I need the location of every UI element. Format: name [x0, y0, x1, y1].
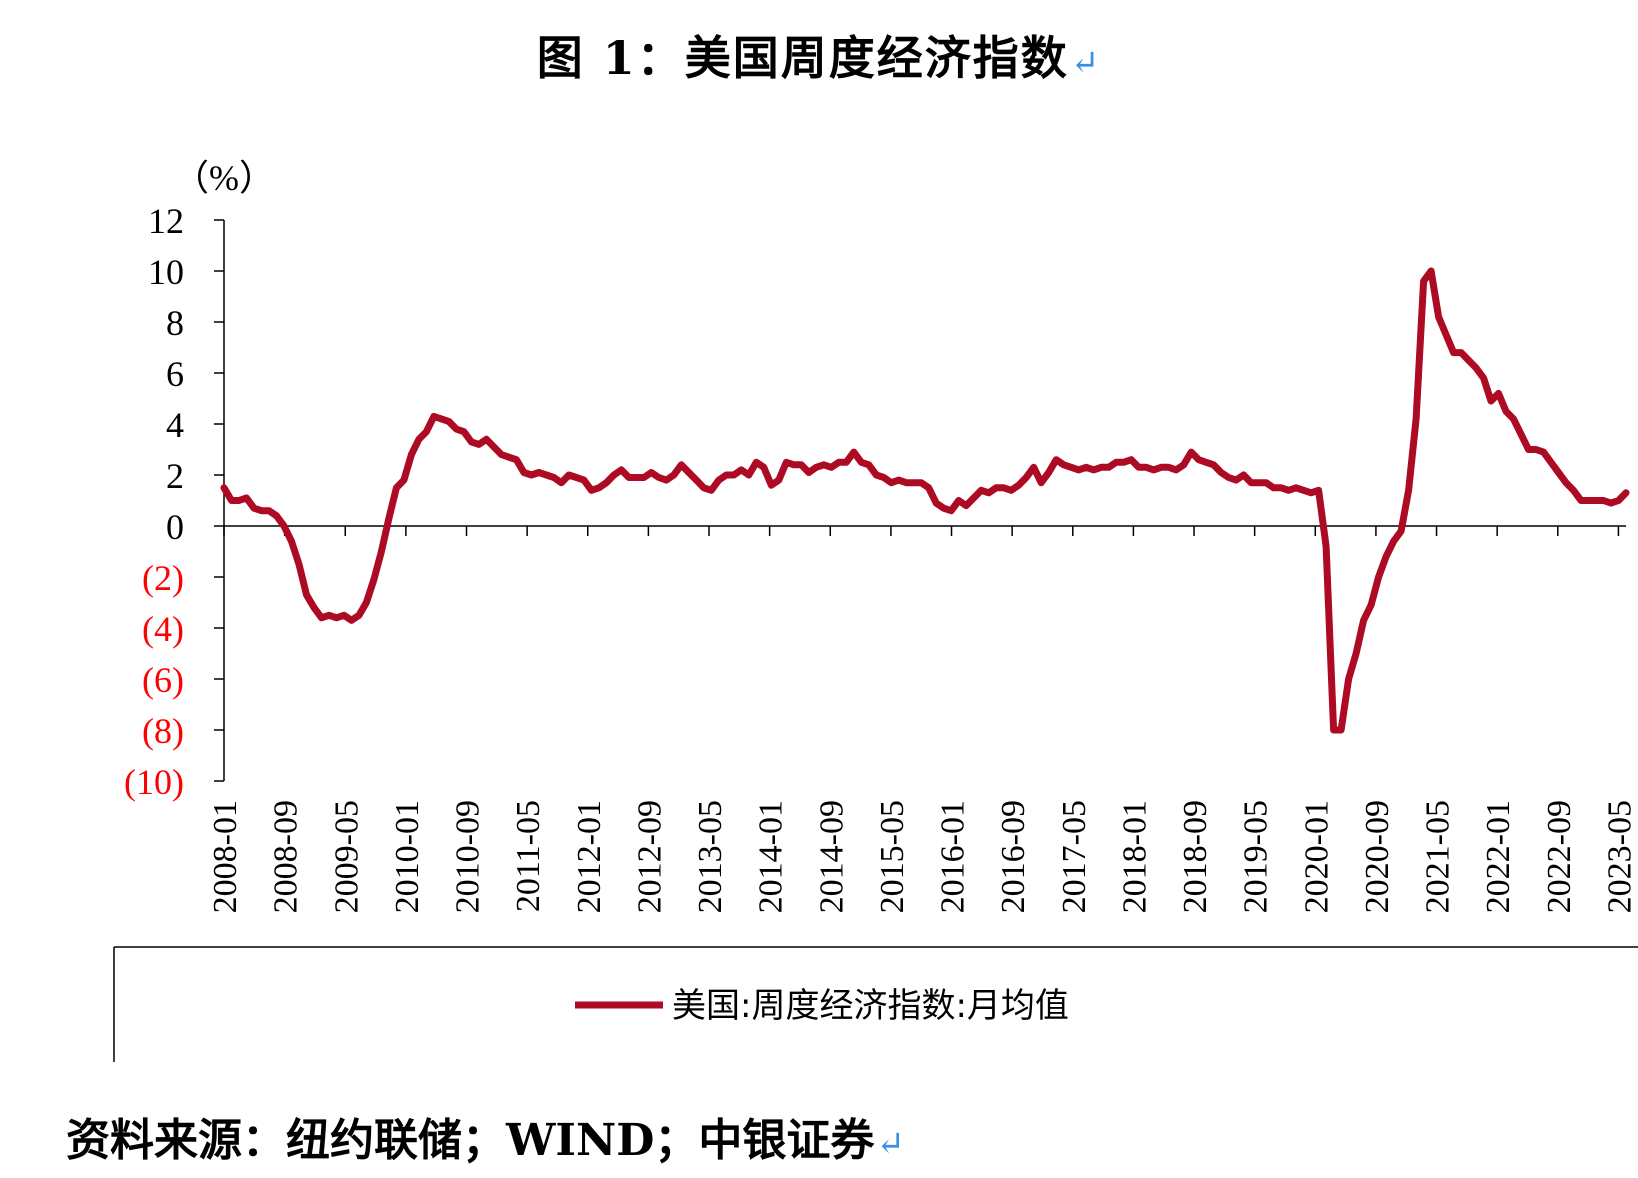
x-tick-label: 2019-05: [1238, 800, 1275, 913]
return-mark-icon: ↵: [876, 1124, 905, 1164]
x-tick-label: 2012-01: [571, 800, 608, 913]
x-axis: 2008-01 2008-09 2009-05 2010-01 2010-09 2011-…: [207, 525, 1638, 913]
y-tick-label: 12: [148, 201, 184, 241]
y-axis-label: （%）: [173, 158, 275, 198]
y-tick-label: (8): [142, 711, 184, 751]
chart-title: 图 1：美国周度经济指数↵: [0, 22, 1638, 88]
x-tick-label: 2010-01: [389, 800, 426, 913]
x-tick-label: 2018-09: [1177, 800, 1214, 913]
legend-label: 美国:周度经济指数:月均值: [672, 986, 1069, 1026]
y-tick-label: (6): [142, 660, 184, 700]
x-tick-label: 2017-05: [1056, 800, 1093, 913]
y-tick-label: 8: [166, 303, 184, 343]
y-tick-label: 10: [148, 252, 184, 292]
x-tick-label: 2010-09: [450, 800, 487, 913]
y-tick-label: 4: [166, 405, 184, 445]
y-tick-label: 6: [166, 354, 184, 394]
source-note: 资料来源：纽约联储；WIND；中银证券↵: [66, 1104, 905, 1168]
x-tick-label: 2012-09: [631, 800, 668, 913]
y-tick-label: 0: [166, 507, 184, 547]
x-tick-label: 2008-01: [207, 800, 244, 913]
x-tick-label: 2008-09: [268, 800, 305, 913]
x-tick-label: 2020-09: [1359, 800, 1396, 913]
x-tick-label: 2018-01: [1116, 800, 1153, 913]
x-tick-label: 2023-05: [1601, 800, 1638, 913]
x-tick-label: 2015-05: [874, 800, 911, 913]
series-layer: [220, 267, 1630, 734]
x-tick-label: 2013-05: [692, 800, 729, 913]
x-tick-label: 2021-05: [1420, 800, 1457, 913]
y-tick-label: (10): [124, 762, 184, 802]
x-tick-label: 2016-01: [935, 800, 972, 913]
x-tick-label: 2022-01: [1480, 800, 1517, 913]
y-tick-label: (4): [142, 609, 184, 649]
x-tick-label: 2009-05: [328, 800, 365, 913]
x-tick-label: 2014-09: [813, 800, 850, 913]
y-axis: 12 10 8 6 4 2 0 (2) (4) (6) (8) (10): [124, 201, 225, 802]
x-tick-label: 2022-09: [1541, 800, 1578, 913]
x-tick-label: 2011-05: [510, 800, 547, 912]
x-tick-label: 2016-09: [995, 800, 1032, 913]
series-line: [220, 267, 1630, 734]
x-tick-label: 2020-01: [1298, 800, 1335, 913]
return-mark-icon: ↵: [1070, 43, 1102, 83]
y-tick-label: (2): [142, 558, 184, 598]
y-tick-label: 2: [166, 456, 184, 496]
chart-title-text: 图 1：美国周度经济指数: [536, 31, 1069, 85]
source-note-text: 资料来源：纽约联储；WIND；中银证券: [66, 1115, 875, 1166]
legend: 美国:周度经济指数:月均值: [113, 946, 1638, 1062]
x-tick-label: 2014-01: [753, 800, 790, 913]
